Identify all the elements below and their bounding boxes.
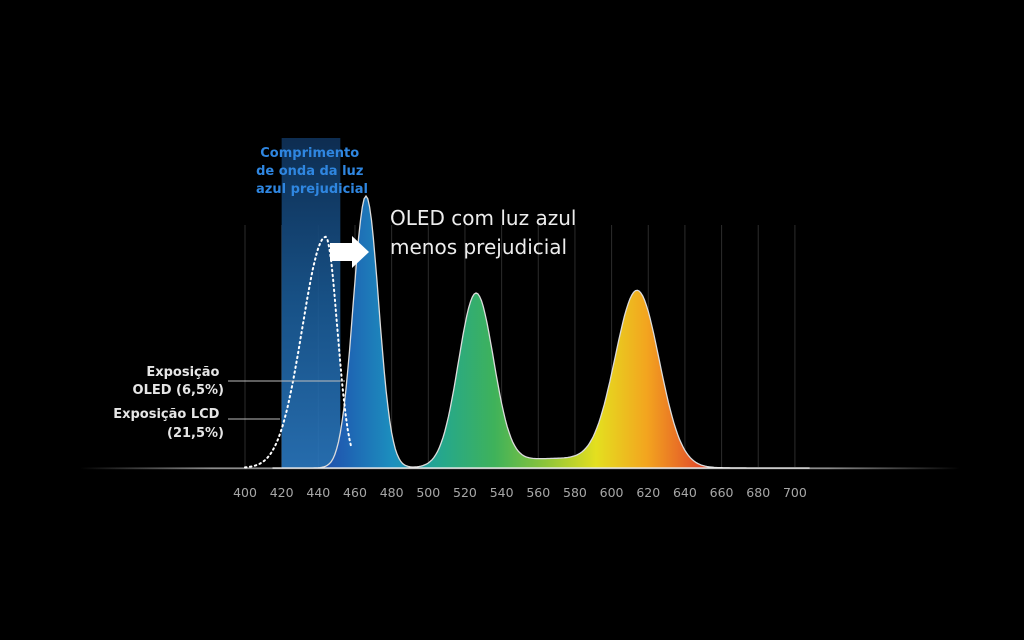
x-tick-label: 500: [416, 485, 440, 500]
x-tick-label: 680: [746, 485, 770, 500]
x-tick-label: 640: [673, 485, 697, 500]
headline-line: OLED com luz azul: [390, 206, 576, 230]
annotation-line: OLED (6,5%): [133, 383, 224, 398]
x-tick-label: 540: [490, 485, 514, 500]
band-label-line: Comprimento: [260, 146, 359, 161]
x-tick-label: 620: [636, 485, 660, 500]
x-tick-label: 420: [270, 485, 294, 500]
x-tick-label: 440: [306, 485, 330, 500]
x-tick-label: 480: [380, 485, 404, 500]
x-tick-label: 600: [600, 485, 624, 500]
annotation-line: Exposição LCD: [113, 407, 219, 422]
band-label-line: azul prejudicial: [256, 182, 368, 197]
x-tick-label: 400: [233, 485, 257, 500]
x-tick-label: 700: [783, 485, 807, 500]
harmful-blue-band: [281, 138, 341, 468]
gridlines: [244, 225, 796, 467]
annotation-line: (21,5%): [167, 426, 224, 441]
arrow-icon: [330, 236, 369, 268]
x-tick-label: 560: [526, 485, 550, 500]
x-axis-ticks: 400 420 440 460 480 500 520 540 560 580 600 620 640 6…: [233, 485, 807, 500]
band-label: Comprimento de onda da luz azul prejudic…: [256, 146, 368, 197]
annotation-line: Exposição: [146, 365, 219, 380]
oled-exposure-annotation: Exposição OLED (6,5%): [133, 365, 224, 398]
lcd-exposure-annotation: Exposição LCD (21,5%): [113, 407, 224, 441]
lcd-dotted-curve: [244, 235, 353, 469]
x-axis-baseline: [80, 467, 960, 470]
x-tick-label: 460: [343, 485, 367, 500]
x-tick-label: 580: [563, 485, 587, 500]
headline: OLED com luz azul menos prejudicial: [390, 206, 583, 259]
headline-line: menos prejudicial: [390, 235, 567, 259]
x-tick-label: 660: [710, 485, 734, 500]
band-label-line: de onda da luz: [256, 164, 363, 179]
x-tick-label: 520: [453, 485, 477, 500]
